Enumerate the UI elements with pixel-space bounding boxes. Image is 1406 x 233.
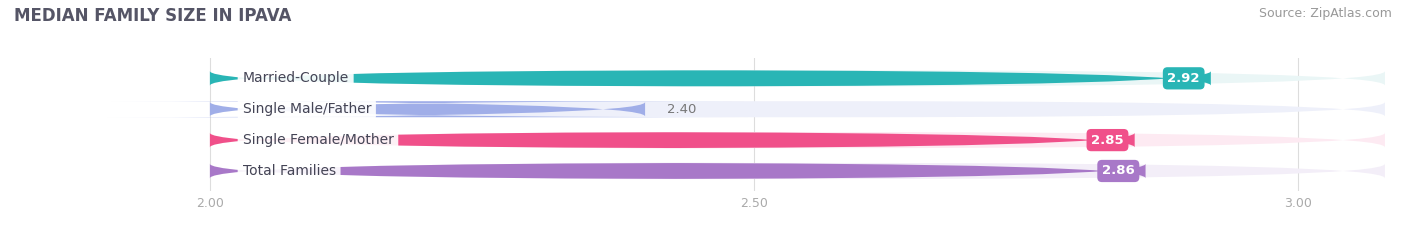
Text: 2.40: 2.40	[666, 103, 696, 116]
Text: 2.85: 2.85	[1091, 134, 1123, 147]
Text: MEDIAN FAMILY SIZE IN IPAVA: MEDIAN FAMILY SIZE IN IPAVA	[14, 7, 291, 25]
FancyBboxPatch shape	[108, 101, 748, 117]
FancyBboxPatch shape	[209, 70, 1385, 86]
FancyBboxPatch shape	[209, 132, 1385, 148]
Text: Single Female/Mother: Single Female/Mother	[242, 133, 394, 147]
FancyBboxPatch shape	[209, 163, 1146, 179]
FancyBboxPatch shape	[209, 70, 1211, 86]
Text: 2.92: 2.92	[1167, 72, 1199, 85]
Text: Married-Couple: Married-Couple	[242, 71, 349, 85]
FancyBboxPatch shape	[209, 132, 1135, 148]
FancyBboxPatch shape	[209, 101, 1385, 117]
Text: Source: ZipAtlas.com: Source: ZipAtlas.com	[1258, 7, 1392, 20]
Text: 2.86: 2.86	[1102, 164, 1135, 178]
Text: Total Families: Total Families	[242, 164, 336, 178]
Text: Single Male/Father: Single Male/Father	[242, 102, 371, 116]
FancyBboxPatch shape	[209, 163, 1385, 179]
